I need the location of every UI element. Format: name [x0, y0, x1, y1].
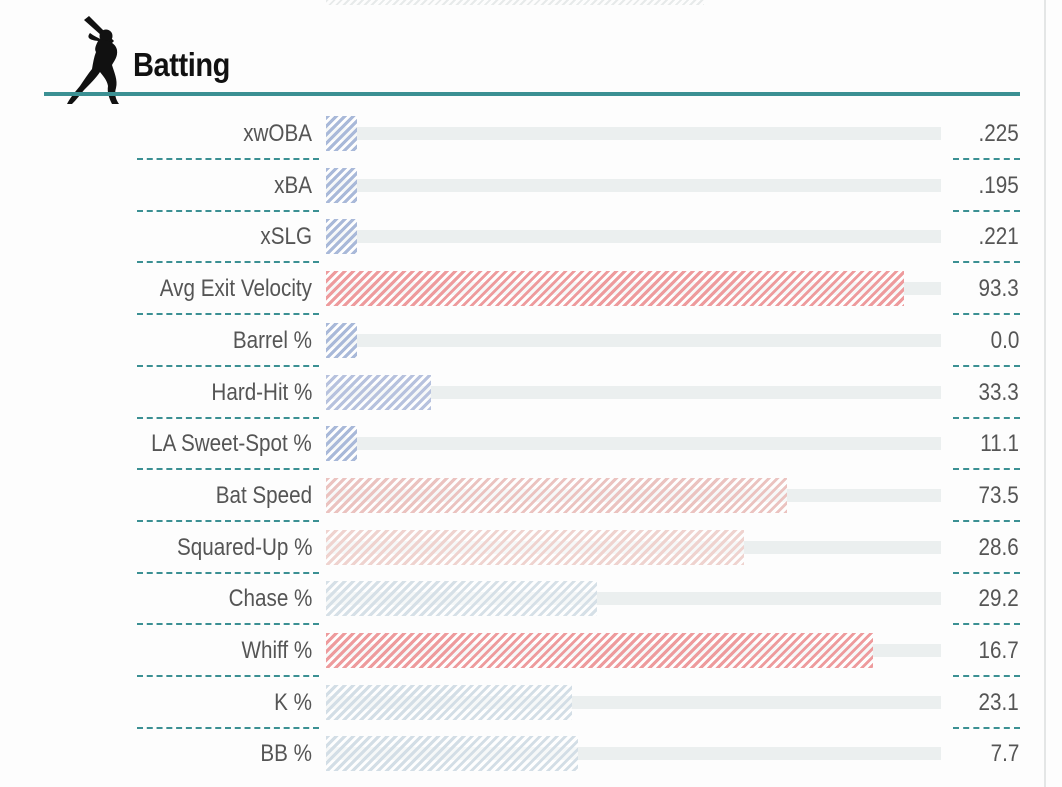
stat-value: 73.5 — [978, 482, 1019, 509]
stat-row-xslg: xSLG .221 — [0, 217, 1062, 269]
row-separator — [137, 210, 319, 212]
stat-value: .225 — [978, 120, 1019, 147]
row-separator — [137, 313, 319, 315]
row-separator — [137, 468, 319, 470]
row-separator — [137, 261, 319, 263]
stat-row-xba: xBA .195 — [0, 166, 1062, 218]
stat-row-chase-pct: Chase % 29.2 — [0, 579, 1062, 631]
stat-label: Squared-Up % — [176, 534, 312, 561]
row-separator — [137, 623, 319, 625]
stat-value: 29.2 — [978, 585, 1019, 612]
percentile-bar — [326, 685, 572, 720]
percentile-bar — [326, 581, 597, 616]
bar-track — [326, 127, 941, 140]
row-separator — [953, 210, 1020, 212]
row-separator — [953, 468, 1020, 470]
stat-value: 7.7 — [990, 740, 1019, 767]
stat-value: .195 — [978, 172, 1019, 199]
stat-row-xwoba: xwOBA .225 — [0, 114, 1062, 166]
stat-value: 11.1 — [980, 430, 1019, 457]
row-separator — [953, 572, 1020, 574]
section-header-rule — [44, 92, 1020, 96]
stat-label: Hard-Hit % — [211, 379, 312, 406]
row-separator — [953, 675, 1020, 677]
row-separator — [137, 675, 319, 677]
bar-track — [326, 230, 941, 243]
stat-value: 93.3 — [978, 275, 1019, 302]
section-header: Batting — [44, 10, 1020, 104]
percentile-bar — [326, 375, 431, 410]
stat-row-bat-speed: Bat Speed 73.5 — [0, 476, 1062, 528]
stat-label: xwOBA — [243, 120, 312, 147]
row-separator — [953, 520, 1020, 522]
row-separator — [953, 158, 1020, 160]
stat-row-barrel-pct: Barrel % 0.0 — [0, 321, 1062, 373]
row-separator — [953, 261, 1020, 263]
stat-label: Chase % — [228, 585, 312, 612]
stat-row-k-pct: K % 23.1 — [0, 683, 1062, 735]
percentile-bar — [326, 271, 904, 306]
bar-track — [326, 386, 941, 399]
bar-track — [326, 334, 941, 347]
stat-row-avg-exit-velocity: Avg Exit Velocity 93.3 — [0, 269, 1062, 321]
stat-row-la-sweet-spot-pct: LA Sweet-Spot % 11.1 — [0, 424, 1062, 476]
stat-label: BB % — [260, 740, 312, 767]
row-separator — [137, 520, 319, 522]
row-separator — [137, 158, 319, 160]
row-separator — [137, 727, 319, 729]
stat-label: Barrel % — [232, 327, 312, 354]
stat-value: 0.0 — [990, 327, 1019, 354]
stat-label: Avg Exit Velocity — [159, 275, 312, 302]
batter-silhouette-icon — [67, 16, 119, 104]
row-separator — [953, 623, 1020, 625]
stat-value: 23.1 — [978, 689, 1019, 716]
previous-section-bar-remnant — [326, 0, 704, 5]
row-separator — [137, 417, 319, 419]
bar-track — [326, 179, 941, 192]
stat-label: K % — [274, 689, 312, 716]
percentile-bar — [326, 116, 357, 151]
percentile-bar — [326, 219, 357, 254]
row-separator — [953, 313, 1020, 315]
stat-label: LA Sweet-Spot % — [151, 430, 312, 457]
percentile-bar — [326, 736, 578, 771]
stat-value: 28.6 — [978, 534, 1019, 561]
stat-row-hard-hit-pct: Hard-Hit % 33.3 — [0, 373, 1062, 425]
percentile-bar — [326, 633, 873, 668]
row-separator — [137, 365, 319, 367]
section-title: Batting — [133, 46, 230, 83]
percentile-bar — [326, 478, 787, 513]
stat-row-whiff-pct: Whiff % 16.7 — [0, 631, 1062, 683]
percentile-bar — [326, 168, 357, 203]
stat-value: 16.7 — [978, 637, 1019, 664]
row-separator — [953, 727, 1020, 729]
percentile-bar — [326, 426, 357, 461]
percentile-bar — [326, 530, 744, 565]
stat-label: Bat Speed — [215, 482, 312, 509]
stat-value: .221 — [978, 223, 1019, 250]
stat-row-squared-up-pct: Squared-Up % 28.6 — [0, 528, 1062, 580]
stat-value: 33.3 — [978, 379, 1019, 406]
row-separator — [953, 365, 1020, 367]
stat-label: Whiff % — [241, 637, 312, 664]
stat-row-bb-pct: BB % 7.7 — [0, 734, 1062, 786]
row-separator — [953, 417, 1020, 419]
percentile-bar — [326, 323, 357, 358]
stat-label: xSLG — [260, 223, 312, 250]
row-separator — [137, 572, 319, 574]
panel-right-border — [1044, 0, 1046, 787]
bar-track — [326, 437, 941, 450]
stat-label: xBA — [274, 172, 312, 199]
